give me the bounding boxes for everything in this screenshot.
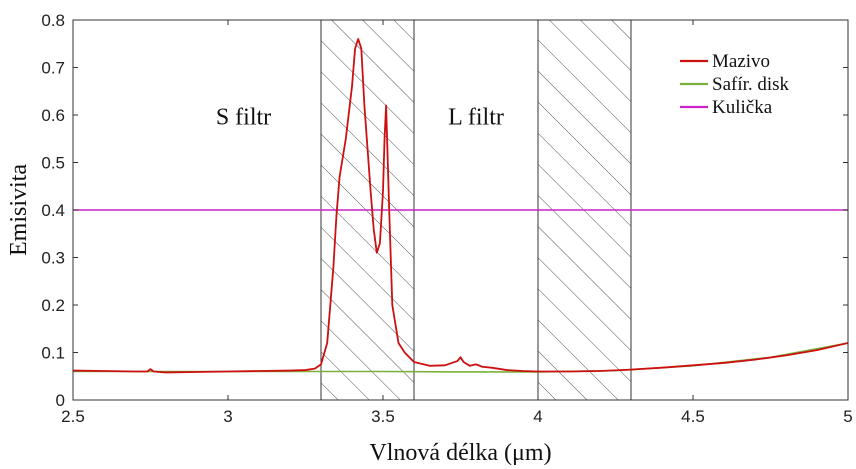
y-tick-label: 0.8 [41, 11, 65, 30]
x-axis-label: Vlnová délka (μm) [369, 440, 551, 466]
y-tick-label: 0.7 [41, 59, 65, 78]
x-tick-label: 2.5 [61, 407, 85, 426]
y-tick-label: 0.5 [41, 154, 65, 173]
y-tick-label: 0.6 [41, 106, 65, 125]
x-tick-label: 5 [843, 407, 852, 426]
series-line-mazivo [73, 38, 848, 374]
annotation-label: L filtr [448, 105, 504, 131]
annotations-layer: S filtr L filtr [216, 105, 504, 131]
legend-entry-label: Safír. disk [712, 74, 790, 95]
x-tick-label: 3.5 [371, 407, 395, 426]
x-tick-label: 4.5 [681, 407, 705, 426]
y-tick-label: 0.4 [41, 201, 65, 220]
legend-entry-label: Kulička [712, 97, 773, 118]
legend-entry-label: Mazivo [712, 51, 770, 72]
series-layer [73, 38, 848, 374]
y-tick-label: 0.2 [41, 296, 65, 315]
y-tick-label: 0.1 [41, 344, 65, 363]
x-tick-label: 4 [533, 407, 542, 426]
annotation-label: S filtr [216, 105, 271, 131]
ticks-layer: 2.5 3 3.5 4 4.5 5 0 0.1 0.2 0.3 0.4 0.5 0.6 0.7 0.8 [41, 11, 852, 426]
y-tick-label: 0.3 [41, 249, 65, 268]
y-axis-label: Emisivita [6, 164, 32, 256]
x-tick-label: 3 [223, 407, 232, 426]
y-tick-label: 0 [56, 391, 65, 410]
